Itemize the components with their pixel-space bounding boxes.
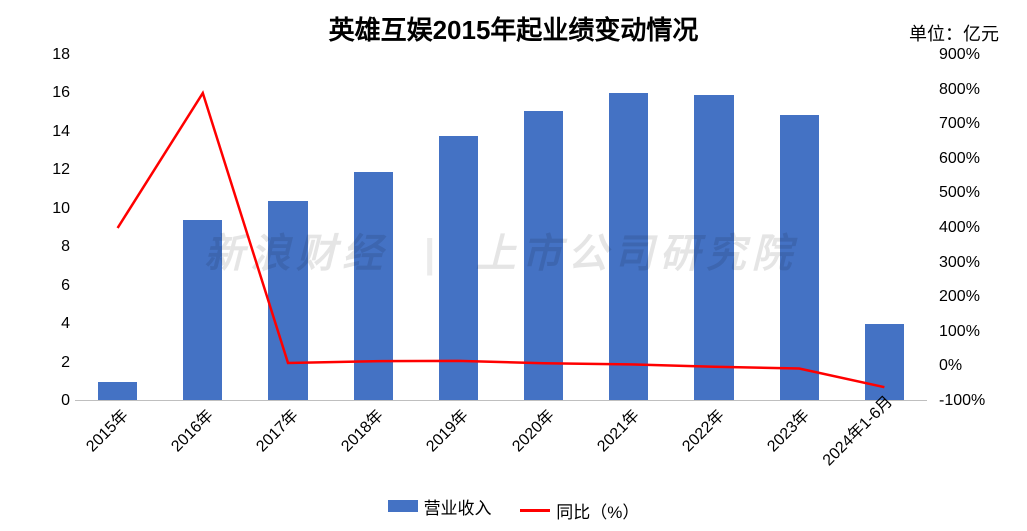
y-right-tick: 800% [939,82,999,98]
y-axis-left: 024681012141618 [10,55,70,401]
y-left-tick: 0 [10,393,70,409]
x-tick-label: 2019年 [420,403,473,456]
x-tick-label: 2023年 [760,403,813,456]
y-left-tick: 8 [10,239,70,255]
y-right-tick: 500% [939,185,999,201]
y-right-tick: 600% [939,151,999,167]
x-tick-label: 2017年 [249,403,302,456]
legend-label-line: 同比（%） [556,498,639,523]
y-right-tick: 0% [939,358,999,374]
legend-item-bar: 营业收入 [388,494,492,519]
x-tick-label: 2020年 [505,403,558,456]
y-right-tick: 300% [939,255,999,271]
unit-label: 单位：亿元 [909,20,999,46]
y-left-tick: 2 [10,355,70,371]
y-right-tick: 200% [939,289,999,305]
y-right-tick: 700% [939,116,999,132]
line-path [118,93,885,387]
legend-swatch-line [520,509,550,512]
y-left-tick: 10 [10,201,70,217]
y-left-tick: 16 [10,85,70,101]
x-tick-label: 2018年 [334,403,387,456]
x-tick-label: 2024年1-6月 [816,389,897,470]
y-right-tick: 900% [939,47,999,63]
y-left-tick: 4 [10,316,70,332]
legend: 营业收入 同比（%） [0,494,1027,524]
x-axis-baseline [75,400,927,401]
chart-container: 英雄互娱2015年起业绩变动情况 单位：亿元 0 2 4 6 8 10 12 14 16 18 -… [0,0,1027,531]
chart-title: 英雄互娱2015年起业绩变动情况 [0,10,1027,47]
x-tick-label: 2015年 [79,403,132,456]
x-tick-label: 2021年 [590,403,643,456]
y-left-tick: 14 [10,124,70,140]
y-left-tick: 12 [10,162,70,178]
y-right-tick: 100% [939,324,999,340]
y-right-tick: 400% [939,220,999,236]
y-right-tick: -100% [939,393,999,409]
legend-swatch-bar [388,500,418,512]
legend-item-line: 同比（%） [520,498,639,523]
x-tick-label: 2022年 [675,403,728,456]
plot-area: 新浪财经 | 上市公司研究院 [75,55,927,401]
x-tick-label: 2016年 [164,403,217,456]
legend-label-bar: 营业收入 [424,494,492,519]
y-left-tick: 6 [10,278,70,294]
y-left-tick: 18 [10,47,70,63]
line-series [75,55,927,401]
x-axis-labels: 2015年2016年2017年2018年2019年2020年2021年2022年… [75,411,927,491]
y-axis-right: -100%0%100%200%300%400%500%600%700%800%9… [939,55,999,401]
